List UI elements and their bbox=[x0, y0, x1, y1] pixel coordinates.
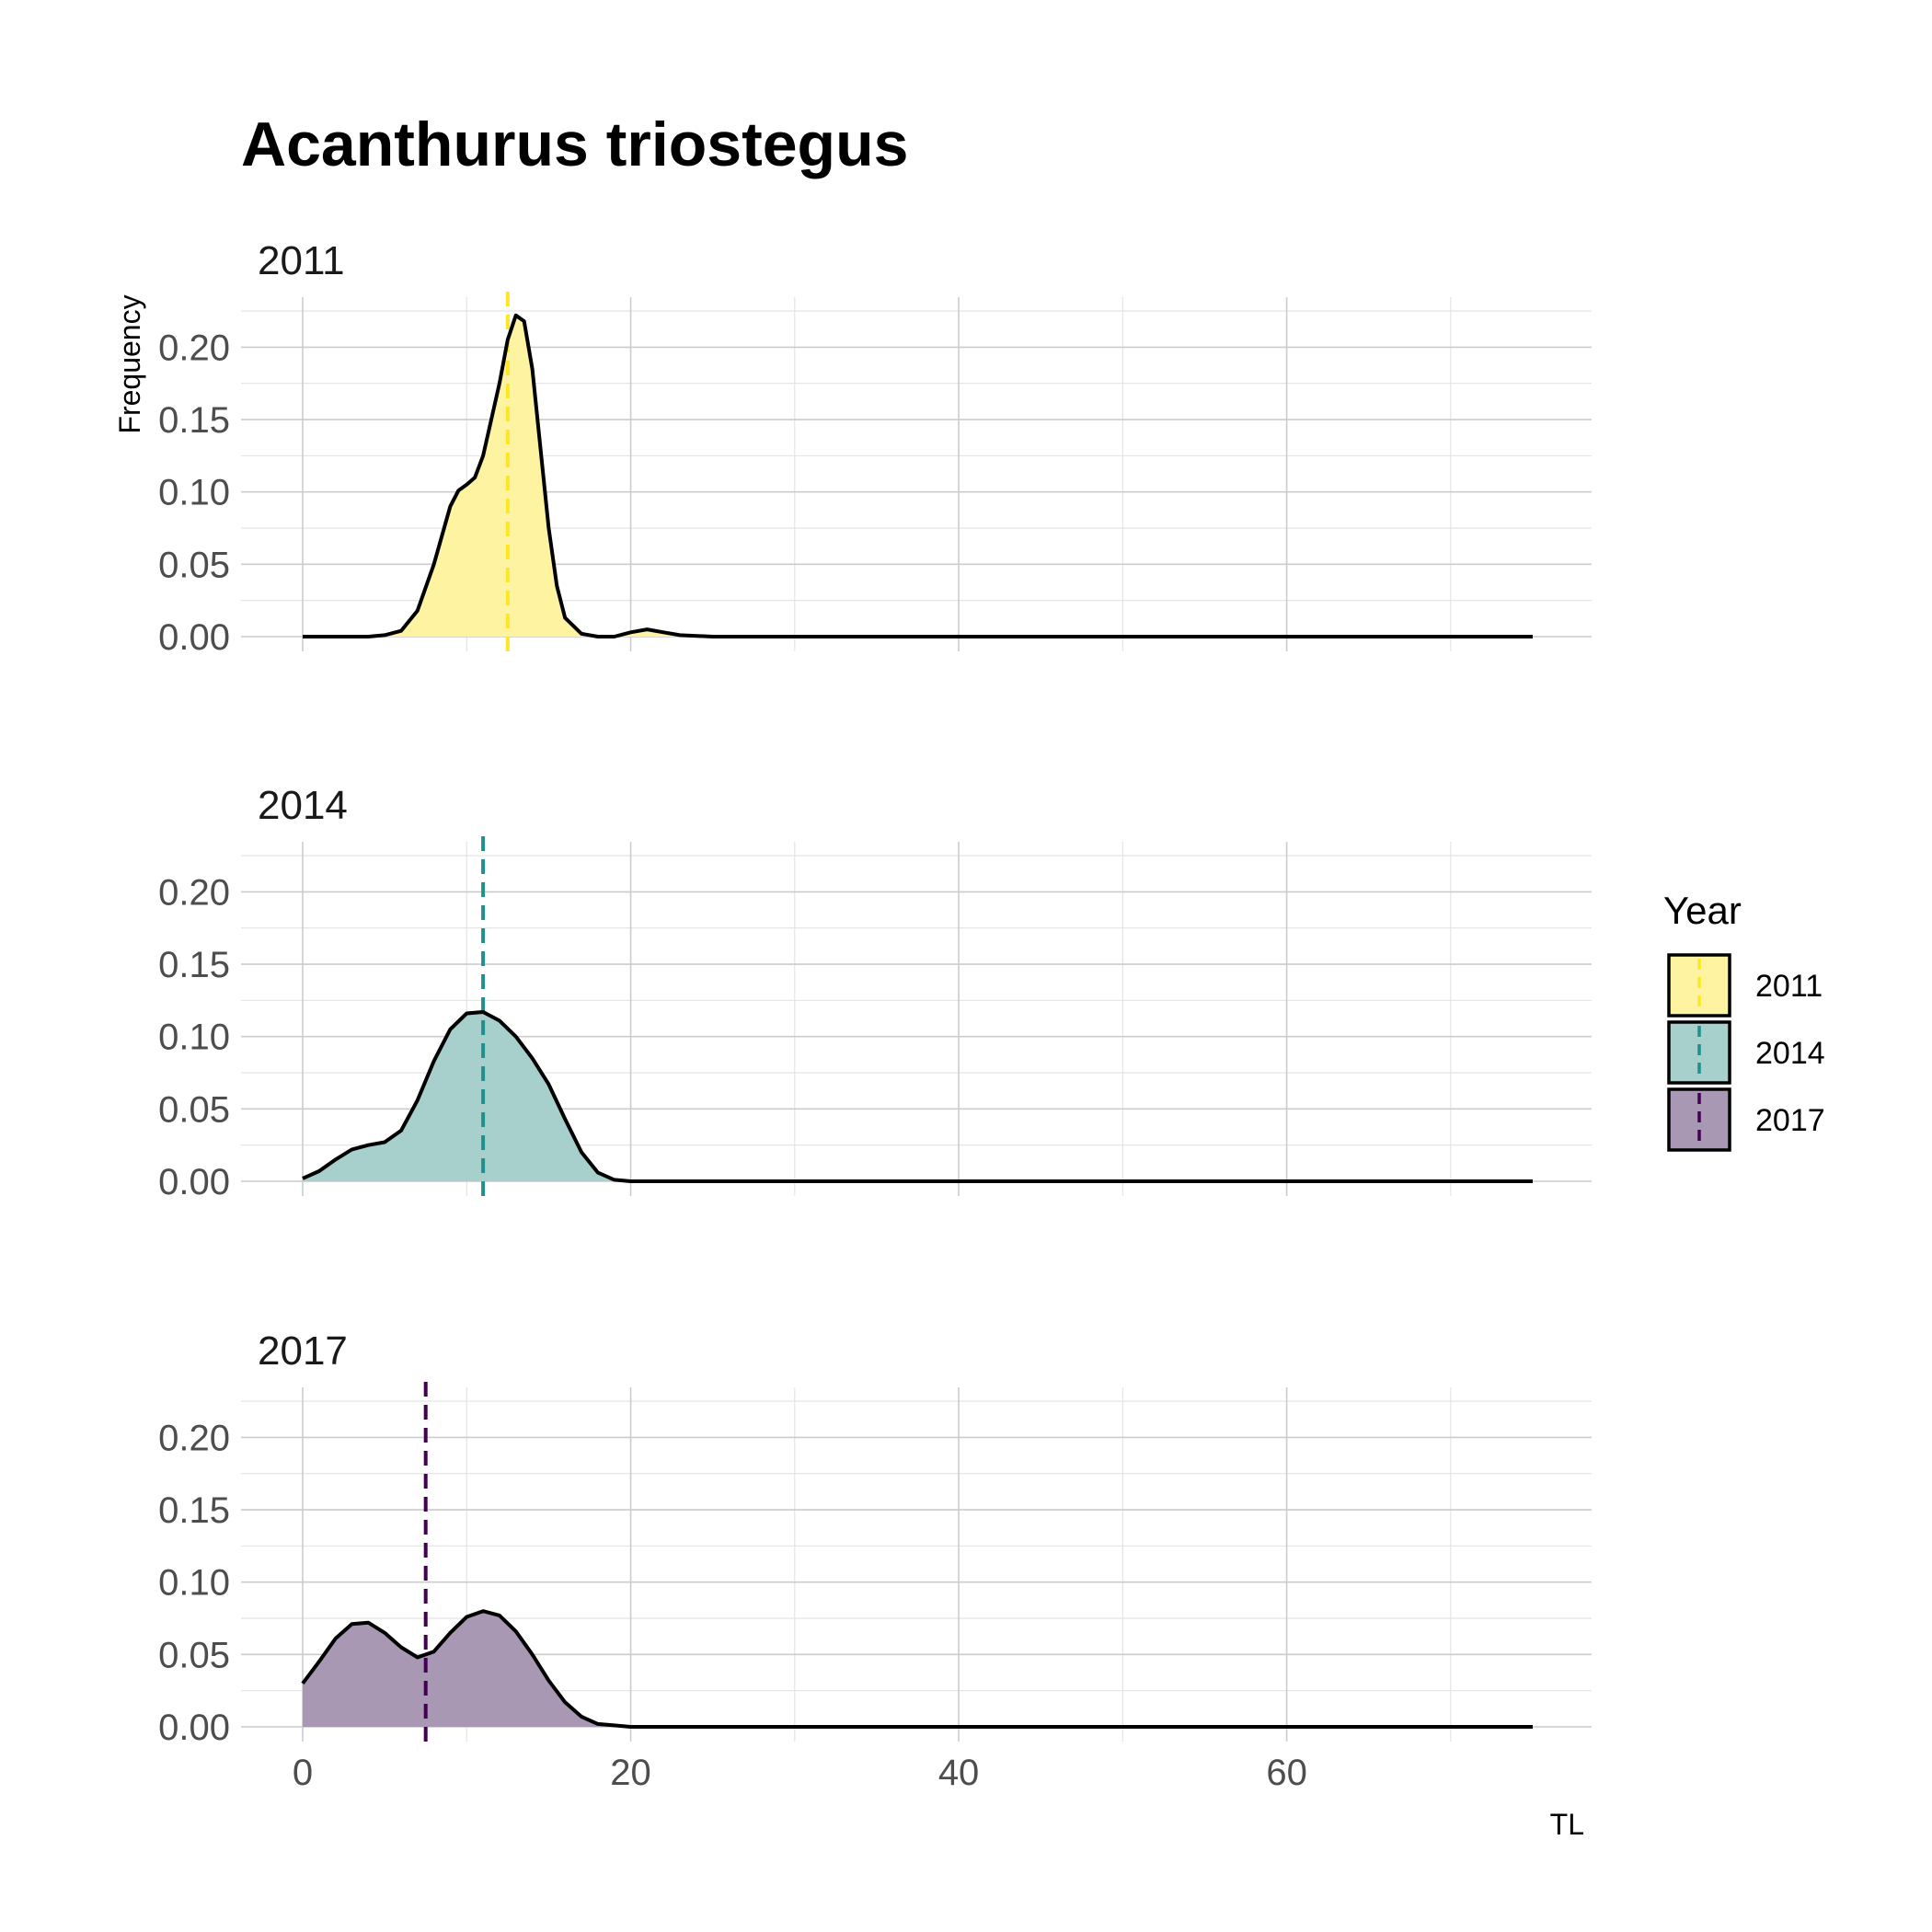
y-tick-label: 0.05 bbox=[158, 545, 230, 585]
legend-label: 2011 bbox=[1755, 969, 1823, 1004]
facet-panels: 2011 0.00 0.05 0.10 0.15 0.20 2014 0.00 0.05 0.10… bbox=[158, 238, 1592, 1793]
y-tick-label: 0.15 bbox=[158, 945, 230, 985]
y-tick-label: 0.00 bbox=[158, 1162, 230, 1202]
legend-item-2011: 2011 bbox=[1667, 953, 1823, 1018]
legend: Year 2011 2014 2017 bbox=[1663, 889, 1825, 1152]
y-tick-label: 0.15 bbox=[158, 400, 230, 441]
density-area-2014 bbox=[303, 1012, 1533, 1181]
y-tick-label: 0.10 bbox=[158, 1018, 230, 1058]
legend-title: Year bbox=[1663, 889, 1742, 932]
x-tick-label: 20 bbox=[610, 1753, 651, 1793]
legend-label: 2017 bbox=[1755, 1103, 1825, 1138]
x-tick-label: 60 bbox=[1266, 1753, 1307, 1793]
density-area-2017 bbox=[303, 1611, 1533, 1727]
legend-item-2014: 2014 bbox=[1667, 1020, 1825, 1085]
y-tick-label: 0.00 bbox=[158, 1708, 230, 1748]
y-tick-label: 0.10 bbox=[158, 473, 230, 513]
panel-strip-label: 2011 bbox=[258, 238, 345, 283]
x-axis-label: TL bbox=[1550, 1808, 1584, 1841]
panel-strip-label: 2017 bbox=[258, 1328, 348, 1374]
legend-items: 2011 2014 2017 bbox=[1667, 953, 1825, 1152]
density-line-2014 bbox=[302, 1010, 1533, 1183]
legend-label: 2014 bbox=[1755, 1036, 1825, 1071]
density-line-2017 bbox=[301, 1609, 1533, 1729]
legend-item-2017: 2017 bbox=[1667, 1087, 1825, 1152]
y-axis-label: Frequency bbox=[113, 294, 146, 433]
y-tick-label: 0.10 bbox=[158, 1563, 230, 1604]
panel-2017: 2017 0.00 0.05 0.10 0.15 0.20 bbox=[158, 1328, 1592, 1748]
y-tick-label: 0.05 bbox=[158, 1635, 230, 1675]
panel-strip-label: 2014 bbox=[258, 783, 348, 828]
x-tick-label: 0 bbox=[293, 1753, 313, 1793]
panel-2014: 2014 0.00 0.05 0.10 0.15 0.20 bbox=[158, 783, 1592, 1202]
x-tick-label: 40 bbox=[938, 1753, 980, 1793]
y-tick-label: 0.00 bbox=[158, 617, 230, 658]
panel-2011: 2011 0.00 0.05 0.10 0.15 0.20 bbox=[158, 238, 1592, 658]
y-tick-label: 0.20 bbox=[158, 1418, 230, 1458]
y-tick-label: 0.15 bbox=[158, 1490, 230, 1531]
chart-title: Acanthurus triostegus bbox=[241, 109, 908, 179]
density-area-2011 bbox=[303, 315, 1533, 637]
y-tick-label: 0.05 bbox=[158, 1089, 230, 1130]
y-tick-label: 0.20 bbox=[158, 872, 230, 913]
density-line-2011 bbox=[303, 313, 1533, 638]
y-tick-label: 0.20 bbox=[158, 328, 230, 368]
